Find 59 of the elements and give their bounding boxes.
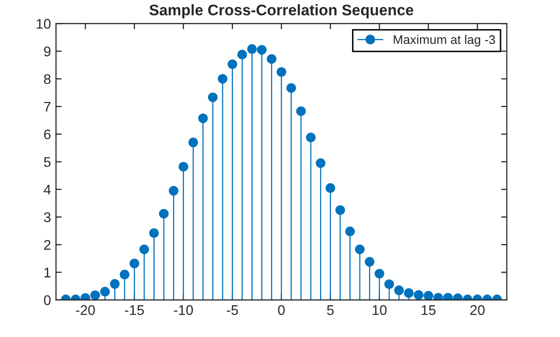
- point: [345, 226, 355, 236]
- y-tick-label: 3: [44, 212, 51, 222]
- point: [247, 44, 257, 54]
- point: [296, 106, 306, 116]
- y-tick-label: 8: [44, 74, 51, 84]
- point: [90, 290, 100, 300]
- point: [228, 59, 238, 70]
- x-tick-label: -20: [76, 305, 95, 315]
- point: [404, 288, 414, 298]
- x-tick-label: 15: [422, 305, 436, 315]
- point: [286, 83, 296, 93]
- point: [374, 268, 384, 279]
- point: [139, 244, 150, 254]
- point: [198, 114, 208, 124]
- y-tick-label: 0: [44, 295, 51, 306]
- y-tick-label: 5: [44, 157, 51, 167]
- point: [335, 205, 346, 215]
- point: [384, 279, 394, 290]
- point: [130, 258, 140, 268]
- point: [168, 186, 178, 196]
- point: [364, 256, 374, 267]
- x-tick-label: 20: [470, 305, 485, 315]
- point: [149, 228, 159, 238]
- y-tick-label: 4: [44, 184, 51, 194]
- point: [306, 132, 316, 142]
- point: [276, 67, 286, 77]
- x-tick-label: -5: [226, 305, 238, 315]
- y-tick-label: 7: [44, 102, 50, 112]
- point: [433, 292, 444, 300]
- x-tick-label: -10: [174, 305, 193, 315]
- point: [120, 270, 130, 280]
- point: [110, 279, 120, 289]
- legend-label: Maximum at lag -3: [394, 34, 496, 46]
- point: [218, 74, 228, 84]
- point: [424, 290, 434, 300]
- point: [100, 286, 110, 296]
- y-tick-label: 1: [44, 268, 50, 278]
- point: [256, 44, 267, 55]
- point: [178, 162, 188, 172]
- point: [208, 92, 218, 102]
- point: [266, 54, 276, 64]
- point: [316, 158, 326, 168]
- x-tick-label: 0: [278, 305, 285, 315]
- point: [326, 183, 336, 193]
- y-tick-label: 9: [44, 46, 50, 56]
- x-tick-label: 5: [327, 305, 334, 315]
- point: [443, 292, 453, 300]
- point: [394, 285, 404, 296]
- chart-title: Sample Cross-Correlation Sequence: [149, 4, 414, 18]
- point: [414, 290, 424, 300]
- y-tick-label: 6: [44, 129, 51, 140]
- x-tick-label: 10: [372, 305, 387, 315]
- y-tick-label: 10: [36, 18, 51, 29]
- point: [237, 50, 248, 60]
- y-tick-label: 2: [44, 240, 50, 250]
- x-tick-label: -15: [124, 305, 144, 315]
- point: [188, 138, 198, 148]
- point: [158, 208, 169, 219]
- point: [354, 244, 365, 254]
